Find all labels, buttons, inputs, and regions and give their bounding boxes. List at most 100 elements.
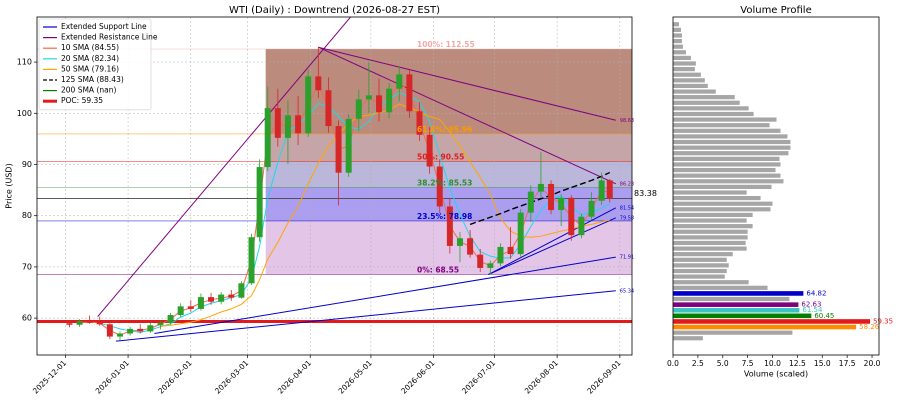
highlight-bar	[673, 313, 812, 319]
trend-line	[154, 256, 616, 334]
x-tick-label: 5.0	[717, 359, 729, 368]
candle-body	[386, 88, 393, 113]
trend-line-label: 98.63	[620, 118, 634, 124]
candle-body	[248, 237, 255, 284]
bar	[673, 111, 754, 117]
candle-body	[416, 111, 423, 135]
candle-body	[197, 297, 204, 309]
fib-label: 0%: 68.55	[417, 265, 459, 274]
candle-body	[568, 197, 575, 236]
bar	[673, 61, 696, 66]
bar	[673, 201, 773, 206]
candle-body	[218, 294, 225, 302]
bar	[673, 162, 781, 167]
bar	[673, 95, 735, 100]
bar	[673, 252, 733, 257]
x-tick-label: 7.5	[742, 359, 754, 368]
highlight-label: 64.82	[806, 289, 826, 297]
fib-label: 38.2%: 85.53	[417, 178, 472, 187]
bar	[673, 263, 729, 268]
legend-label: 50 SMA (79.16)	[61, 64, 119, 73]
bar	[673, 50, 686, 55]
candle-body	[157, 322, 164, 326]
y-tick-label: 80	[22, 211, 32, 220]
legend-label: 20 SMA (82.34)	[61, 54, 119, 63]
bar	[673, 207, 771, 212]
bar	[673, 72, 701, 77]
candle-body	[558, 197, 565, 211]
legend-label: 200 SMA (nan)	[61, 86, 116, 95]
bar	[673, 44, 683, 49]
bar	[673, 78, 705, 83]
fib-label: 50%: 90.55	[417, 153, 464, 162]
bar	[673, 235, 748, 240]
candle-body	[187, 306, 194, 309]
y-axis-label: Price (USD)	[5, 163, 14, 208]
bar	[673, 224, 753, 229]
x-tick-label: 2.5	[692, 359, 704, 368]
y-tick-label: 70	[22, 262, 32, 271]
plot-frame	[36, 16, 633, 356]
trend-line-label: 86.23	[620, 181, 634, 187]
plot-frame	[672, 16, 880, 356]
highlight-label: 59.35	[873, 317, 893, 325]
candle-body	[426, 134, 433, 167]
candle-body	[588, 200, 595, 217]
bar	[673, 22, 679, 27]
candle-body	[355, 99, 362, 119]
trend-line-label: 79.58	[620, 215, 634, 221]
moving-average	[99, 92, 610, 333]
bar	[673, 167, 776, 173]
candle-body	[598, 180, 605, 201]
candle-body	[436, 166, 443, 207]
candle-body	[127, 328, 134, 334]
x-axis-label: Volume (scaled)	[744, 370, 808, 379]
bar	[673, 151, 789, 156]
trend-line	[488, 207, 617, 276]
y-tick-label: 60	[22, 314, 32, 323]
bar	[673, 330, 793, 335]
candle-body	[497, 246, 504, 264]
bar	[673, 83, 708, 89]
candle-body	[167, 315, 174, 323]
bar	[673, 139, 791, 145]
candle-body	[477, 254, 484, 268]
candle-body	[295, 115, 302, 134]
fib-label: 61.8%: 95.96	[417, 125, 472, 134]
bar	[673, 212, 753, 218]
candle-body	[274, 108, 281, 138]
trend-line	[97, 17, 352, 317]
fib-label: 100%: 112.55	[417, 40, 475, 49]
bar	[673, 106, 749, 111]
bar	[673, 268, 727, 274]
candle-body	[396, 74, 403, 89]
candle-body	[406, 74, 413, 112]
candle-body	[305, 76, 312, 134]
chart-title: WTI (Daily) : Downtrend (2026-08-27 EST)	[229, 5, 440, 16]
moving-average	[160, 103, 610, 327]
candle-body	[335, 126, 342, 173]
bar	[673, 184, 772, 189]
bar	[673, 100, 740, 105]
trend-line-label: 81.54	[620, 205, 634, 211]
fib-zone	[265, 161, 632, 188]
candle-body	[325, 90, 332, 127]
bar	[673, 240, 746, 246]
chart-title: Volume Profile	[740, 5, 811, 16]
bar	[673, 67, 695, 72]
bar	[673, 55, 691, 61]
bar	[673, 38, 682, 44]
candle-body	[548, 183, 555, 211]
bar	[673, 195, 761, 201]
x-tick-label: 12.5	[789, 359, 806, 368]
highlight-label: 62.63	[801, 301, 821, 309]
bar	[673, 179, 784, 184]
candle-body	[578, 216, 585, 236]
bar	[673, 285, 768, 290]
bar	[673, 156, 780, 161]
last-price-label: 83.38	[634, 189, 657, 198]
candle-body	[345, 118, 352, 173]
bar	[673, 89, 716, 94]
bar	[673, 229, 748, 234]
